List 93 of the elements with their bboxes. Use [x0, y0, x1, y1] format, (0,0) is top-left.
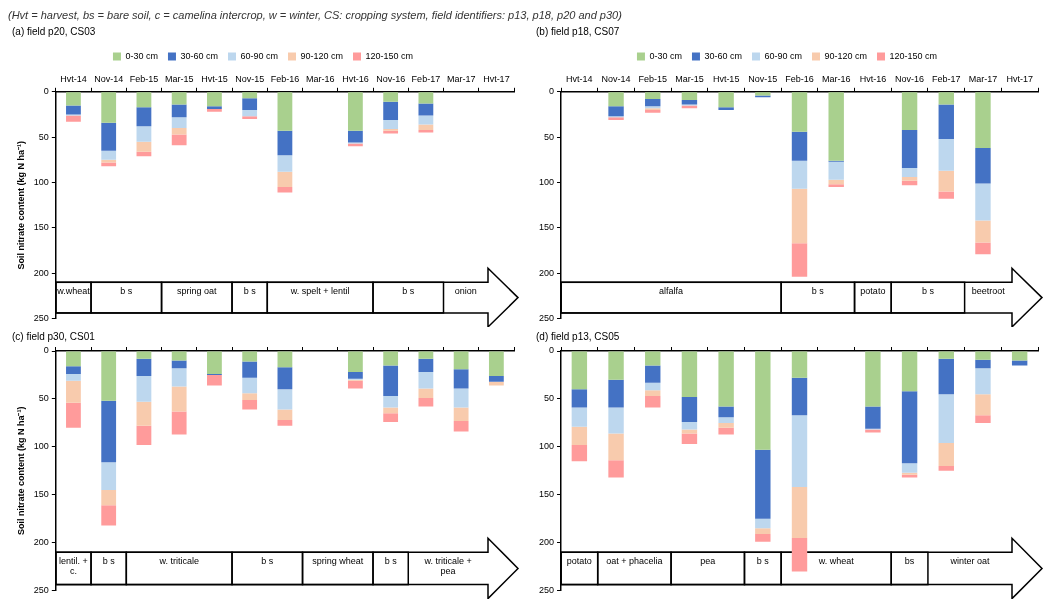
annotation: potato: [860, 286, 886, 297]
annotation: oat + phacelia: [606, 556, 663, 567]
annotation: beetroot: [971, 286, 1006, 297]
annotation: lentil. + c.: [59, 556, 88, 577]
legend-label: 120-150 cm: [365, 50, 414, 61]
x-tick-label: Feb-17: [932, 73, 961, 84]
y-tick-label: 0: [549, 345, 555, 356]
y-tick-label: 50: [38, 131, 49, 142]
annotation: bs: [904, 556, 915, 567]
chart-title: (a) field p20, CS03: [12, 25, 96, 37]
x-tick-label: Feb-16: [270, 73, 300, 84]
x-tick-label: Hvt-15: [201, 73, 228, 84]
legend-label: 120-150 cm: [889, 50, 938, 61]
annotation: spring oat: [177, 286, 218, 297]
legend-label: 0-30 cm: [125, 50, 158, 61]
annotation: w. triticale: [158, 556, 199, 567]
x-tick-label: Nov-16: [376, 73, 406, 84]
annotation: b s: [402, 286, 415, 297]
x-tick-label: Nov-15: [235, 73, 265, 84]
x-tick-label: Mar-17: [446, 73, 476, 84]
y-tick-label: 200: [33, 267, 49, 278]
x-tick-label: Nov-16: [895, 73, 925, 84]
y-tick-label: 200: [33, 537, 49, 548]
y-tick-label: 200: [538, 267, 555, 278]
annotation: spring wheat: [312, 556, 364, 567]
x-tick-label: Feb-16: [785, 73, 814, 84]
y-tick-label: 150: [33, 489, 49, 500]
x-tick-label: Mar-17: [968, 73, 998, 84]
y-axis-title: Soil nitrate content (kg N ha⁻¹): [15, 140, 26, 270]
annotation: w. spelt + lentil: [289, 286, 350, 297]
x-tick-label: Nov-14: [94, 73, 124, 84]
annotation: onion: [454, 286, 477, 297]
y-tick-label: 250: [538, 585, 555, 596]
legend-label: 90-120 cm: [824, 50, 868, 61]
x-tick-label: Mar-15: [675, 73, 704, 84]
y-axis-title: Soil nitrate content (kg N ha⁻¹): [15, 406, 26, 536]
x-tick-label: Nov-14: [601, 73, 631, 84]
y-tick-label: 150: [538, 222, 555, 233]
x-tick-label: Nov-15: [748, 73, 778, 84]
y-tick-label: 150: [538, 489, 555, 500]
y-tick-label: 0: [549, 86, 555, 97]
annotation: b s: [261, 556, 274, 567]
legend-label: 30-60 cm: [180, 50, 218, 61]
y-tick-label: 200: [538, 537, 555, 548]
chart-title: (c) field p30, CS01: [12, 330, 96, 342]
x-tick-label: Feb-17: [411, 73, 441, 84]
x-tick-label: Hvt-16: [859, 73, 887, 84]
y-tick-label: 50: [544, 131, 555, 142]
text: (Hvt = harvest, bs = bare soil, c = camelina intercrop, w = winter, CS: cropping system, field identifiers: p13, p18, p20 and p30): [8, 8, 623, 22]
annotation: w. triticale + pea: [423, 556, 472, 577]
annotation: b s: [120, 286, 133, 297]
legend-label: 0-30 cm: [649, 50, 682, 61]
y-tick-label: 50: [38, 393, 49, 404]
x-tick-label: Hvt-17: [1006, 73, 1033, 84]
legend-label: 30-60 cm: [704, 50, 742, 61]
x-tick-label: Hvt-14: [60, 73, 87, 84]
y-tick-label: 150: [33, 222, 49, 233]
y-tick-label: 250: [33, 313, 49, 324]
y-tick-label: 50: [544, 393, 555, 404]
x-tick-label: Feb-15: [129, 73, 159, 84]
y-tick-label: 250: [33, 585, 49, 596]
x-tick-label: Mar-15: [164, 73, 194, 84]
chart-title: (b) field p18, CS07: [536, 25, 620, 37]
annotation: b s: [811, 286, 825, 297]
x-tick-label: Feb-15: [638, 73, 668, 84]
chart-title: (d) field p13, CS05: [536, 330, 620, 342]
y-tick-label: 100: [33, 177, 49, 187]
legend-label: 60-90 cm: [240, 50, 279, 61]
annotation: b s: [921, 286, 935, 297]
y-tick-label: 250: [538, 313, 555, 324]
annotation: winter oat: [949, 556, 990, 567]
x-tick-label: Hvt-14: [566, 73, 593, 84]
y-tick-label: 100: [538, 441, 555, 452]
y-tick-label: 0: [43, 86, 49, 97]
y-tick-label: 100: [538, 177, 555, 187]
annotation: w. wheat: [817, 556, 855, 567]
x-tick-label: Hvt-16: [342, 73, 369, 84]
annotation: alfalfa: [659, 286, 684, 297]
x-tick-label: Mar-16: [821, 73, 851, 84]
y-tick-label: 0: [43, 345, 49, 356]
annotation: b s: [243, 286, 257, 297]
legend-label: 60-90 cm: [764, 50, 803, 61]
annotation: b s: [756, 556, 770, 567]
annotation: w.wheat: [56, 286, 91, 297]
annotation: pea: [700, 556, 716, 567]
x-tick-label: Hvt-17: [483, 73, 510, 84]
annotation: b s: [102, 556, 116, 567]
annotation: b s: [384, 556, 398, 567]
annotation: potato: [566, 556, 592, 567]
y-tick-label: 100: [33, 441, 49, 452]
legend-label: 90-120 cm: [300, 50, 344, 61]
x-tick-label: Hvt-15: [712, 73, 740, 84]
x-tick-label: Mar-16: [305, 73, 335, 84]
